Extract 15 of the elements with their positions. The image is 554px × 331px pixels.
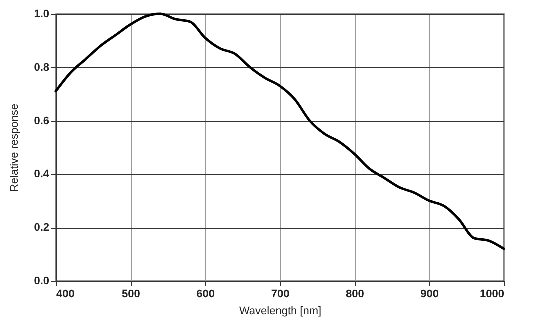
- x-axis-title: Wavelength [nm]: [239, 306, 322, 318]
- x-tick-label: 900: [420, 288, 440, 300]
- y-tick-label: 0.6: [34, 115, 50, 128]
- y-tick-label: 0.4: [34, 168, 50, 181]
- y-tick-label: 0.8: [34, 62, 50, 74]
- x-tick-label: 700: [271, 288, 290, 300]
- x-tick-label: 600: [196, 288, 216, 300]
- y-tick-label: 0.2: [34, 222, 50, 234]
- x-tick-label: 400: [56, 288, 75, 300]
- x-tick-label: 500: [122, 288, 140, 300]
- x-tick-label: 800: [346, 288, 364, 300]
- y-axis-title: Relative response: [9, 104, 22, 192]
- y-tick-label: 1.0: [34, 8, 50, 20]
- x-tick-label: 1000: [480, 288, 504, 300]
- y-tick-label: 0.0: [34, 276, 50, 288]
